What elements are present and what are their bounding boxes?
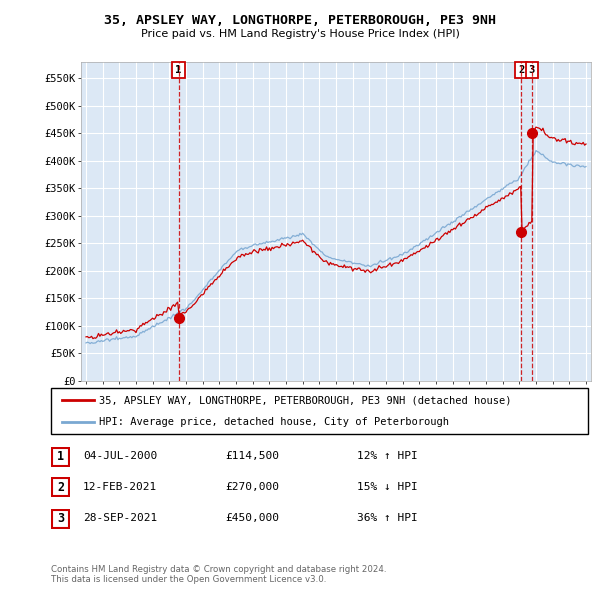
Text: 3: 3 <box>57 512 64 525</box>
Text: 35, APSLEY WAY, LONGTHORPE, PETERBOROUGH, PE3 9NH (detached house): 35, APSLEY WAY, LONGTHORPE, PETERBOROUGH… <box>100 395 512 405</box>
Text: 35, APSLEY WAY, LONGTHORPE, PETERBOROUGH, PE3 9NH: 35, APSLEY WAY, LONGTHORPE, PETERBOROUGH… <box>104 14 496 27</box>
Text: £270,000: £270,000 <box>225 482 279 491</box>
Text: 15% ↓ HPI: 15% ↓ HPI <box>357 482 418 491</box>
Text: Price paid vs. HM Land Registry's House Price Index (HPI): Price paid vs. HM Land Registry's House … <box>140 30 460 39</box>
Text: 12% ↑ HPI: 12% ↑ HPI <box>357 451 418 461</box>
Text: 12-FEB-2021: 12-FEB-2021 <box>83 482 157 491</box>
Text: 2: 2 <box>518 65 524 75</box>
Text: 28-SEP-2021: 28-SEP-2021 <box>83 513 157 523</box>
Text: £114,500: £114,500 <box>225 451 279 461</box>
Text: 3: 3 <box>529 65 535 75</box>
Text: 36% ↑ HPI: 36% ↑ HPI <box>357 513 418 523</box>
Text: 2: 2 <box>57 481 64 494</box>
Text: 04-JUL-2000: 04-JUL-2000 <box>83 451 157 461</box>
Text: HPI: Average price, detached house, City of Peterborough: HPI: Average price, detached house, City… <box>100 417 449 427</box>
Text: 1: 1 <box>175 65 182 75</box>
Text: Contains HM Land Registry data © Crown copyright and database right 2024.
This d: Contains HM Land Registry data © Crown c… <box>51 565 386 584</box>
Text: £450,000: £450,000 <box>225 513 279 523</box>
Text: 1: 1 <box>57 450 64 463</box>
